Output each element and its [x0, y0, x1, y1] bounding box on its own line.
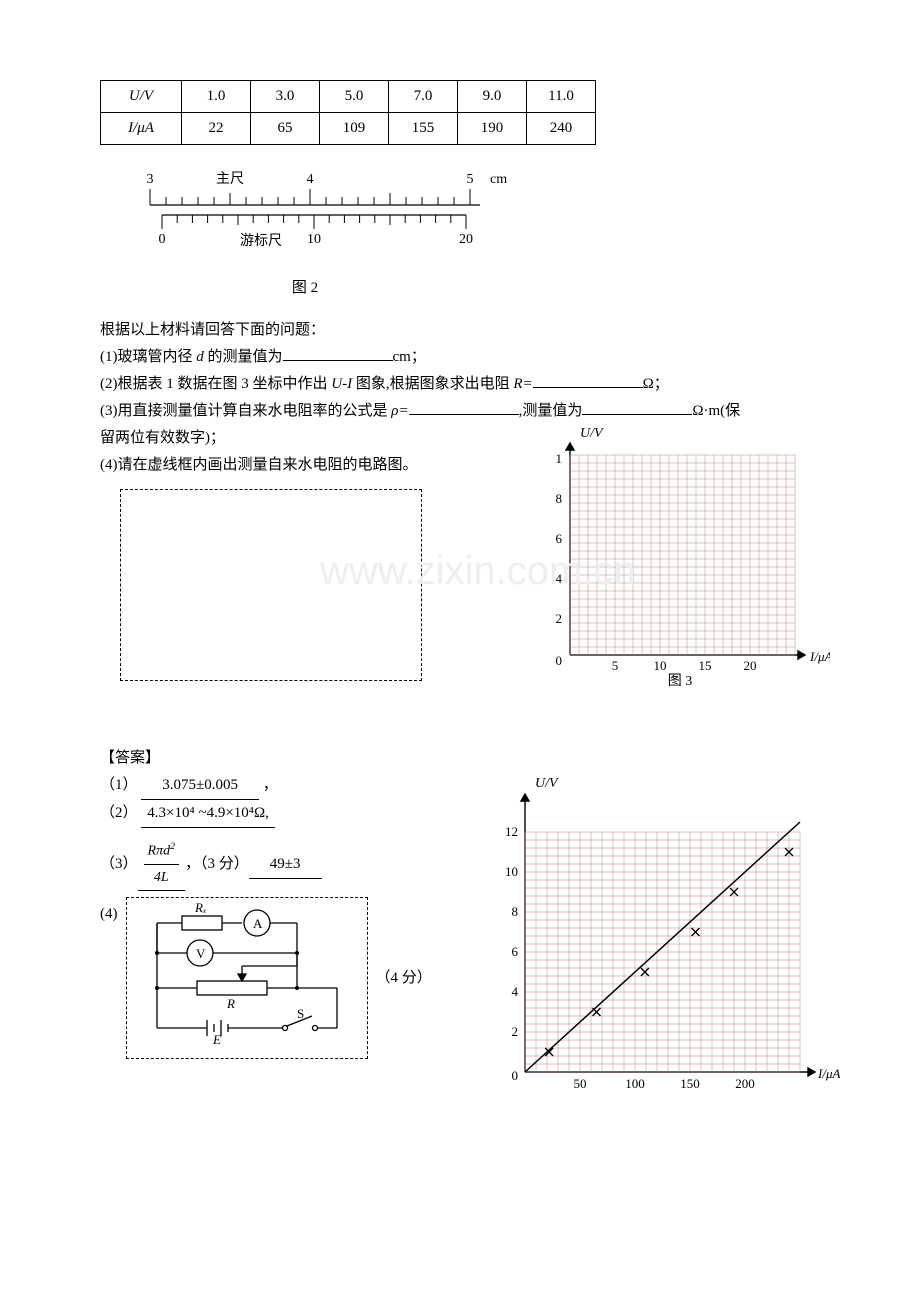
- svg-text:V: V: [196, 946, 206, 961]
- svg-text:6: 6: [512, 944, 519, 959]
- row-label-i: I/μA: [128, 120, 154, 136]
- svg-text:2: 2: [512, 1024, 519, 1039]
- svg-text:E: E: [212, 1032, 221, 1047]
- ans3: （3） Rπd2 4L ，（3 分） 49±3: [100, 838, 450, 891]
- svg-text:0: 0: [556, 653, 563, 668]
- svg-text:Rₓ: Rₓ: [194, 900, 207, 915]
- ans4: (4): [100, 897, 450, 1059]
- circuit-diagram: Rₓ A V R E S: [127, 898, 367, 1048]
- svg-text:10: 10: [654, 658, 667, 673]
- svg-text:R: R: [226, 996, 235, 1011]
- data-table: U/V 1.0 3.0 5.0 7.0 9.0 11.0 I/μA 22 65 …: [100, 80, 596, 145]
- circuit-placeholder: [120, 489, 422, 681]
- row-label-u: U/V: [129, 88, 153, 104]
- svg-text:50: 50: [574, 1076, 587, 1091]
- svg-text:20: 20: [744, 658, 757, 673]
- svg-text:8: 8: [556, 491, 563, 506]
- svg-text:I/μA: I/μA: [817, 1066, 840, 1081]
- svg-text:200: 200: [735, 1076, 755, 1091]
- vernier-scale-label: 游标尺: [240, 233, 282, 249]
- svg-text:10: 10: [505, 864, 518, 879]
- svg-text:0: 0: [512, 1068, 519, 1083]
- svg-text:U/V: U/V: [580, 426, 604, 441]
- svg-text:图 3: 图 3: [668, 674, 693, 689]
- svg-text:A: A: [253, 916, 263, 931]
- svg-text:150: 150: [680, 1076, 700, 1091]
- svg-text:15: 15: [699, 658, 712, 673]
- svg-text:S: S: [297, 1006, 304, 1021]
- main-scale-label: 主尺: [216, 171, 244, 187]
- svg-text:0: 0: [159, 232, 166, 247]
- svg-text:5: 5: [467, 172, 474, 187]
- vernier-figure: 3 4 5 主尺 cm 0 10 20 游标尺 图 2: [130, 165, 830, 302]
- svg-text:4: 4: [307, 172, 314, 187]
- svg-text:12: 12: [505, 824, 518, 839]
- svg-text:1: 1: [556, 451, 563, 466]
- svg-text:6: 6: [556, 531, 563, 546]
- unit-cm: cm: [490, 172, 507, 187]
- q3-cont: 留两位有效数字)；: [100, 425, 510, 452]
- svg-text:I/μA: I/μA: [809, 649, 830, 664]
- q1: (1)玻璃管内径 d 的测量值为cm；: [100, 344, 830, 371]
- questions-intro: 根据以上材料请回答下面的问题：: [100, 317, 830, 344]
- q2: (2)根据表 1 数据在图 3 坐标中作出 U-I 图象,根据图象求出电阻 R=…: [100, 371, 830, 398]
- answer-grid: U/V 12 10 8 6 4 2 0 50 100 150: [480, 772, 840, 1112]
- svg-text:8: 8: [512, 904, 519, 919]
- ans2: （2） 4.3×10⁴ ~4.9×10⁴Ω,: [100, 800, 450, 828]
- ans1: （1） 3.075±0.005 ，: [100, 772, 450, 800]
- answer-header: 【答案】: [100, 745, 830, 772]
- fig2-caption: 图 2: [130, 275, 480, 302]
- svg-text:10: 10: [307, 232, 321, 247]
- svg-text:4: 4: [556, 571, 563, 586]
- main-tick-3: 3: [147, 172, 154, 187]
- svg-text:100: 100: [625, 1076, 645, 1091]
- q4: (4)请在虚线框内画出测量自来水电阻的电路图。: [100, 452, 510, 479]
- svg-text:4: 4: [512, 984, 519, 999]
- svg-text:U/V: U/V: [535, 776, 559, 791]
- blank-grid: U/V 1 8 6 4 2 0: [540, 425, 830, 695]
- q3: (3)用直接测量值计算自来水电阻率的公式是 ρ=,测量值为Ω·m(保: [100, 398, 830, 425]
- svg-text:20: 20: [459, 232, 473, 247]
- svg-text:5: 5: [612, 658, 619, 673]
- svg-text:2: 2: [556, 611, 563, 626]
